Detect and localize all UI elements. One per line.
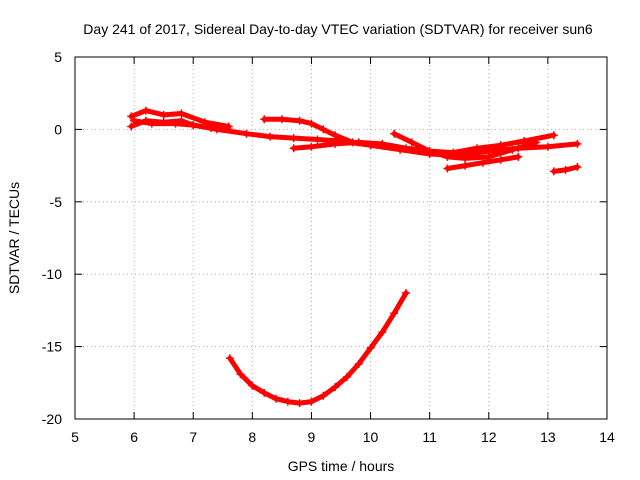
data-point	[260, 115, 269, 124]
x-tick-label: 12	[481, 429, 497, 445]
data-point	[425, 147, 434, 156]
data-point	[127, 112, 136, 121]
data-point	[573, 139, 582, 148]
plot-frame	[74, 56, 608, 420]
data-point	[236, 370, 245, 379]
data-point	[378, 328, 387, 337]
tick-labels: 5 6 7 8 9 10 11 12 13 14 -20 -15 -10 -5 0 5	[42, 49, 615, 445]
data-point	[277, 115, 286, 124]
data-point	[177, 109, 186, 118]
data-point	[378, 139, 387, 148]
data-point	[461, 154, 470, 163]
y-tick-label: -15	[42, 339, 62, 355]
data-point	[354, 360, 363, 368]
data-point	[543, 142, 552, 151]
y-axis-label: SDTVAR / TECUs	[6, 182, 22, 294]
data-point	[283, 397, 292, 406]
series-track-2	[127, 106, 233, 131]
x-axis-label: GPS time / hours	[288, 458, 395, 474]
data-point	[549, 131, 558, 140]
data-point	[561, 165, 570, 174]
data-point	[225, 354, 234, 363]
data-point	[147, 119, 156, 128]
data-point	[549, 167, 558, 176]
data-point	[171, 119, 180, 128]
y-tick-label: 0	[54, 121, 62, 137]
data-point	[266, 132, 275, 141]
y-tick-label: -5	[50, 194, 63, 210]
data-point	[390, 129, 399, 138]
data-point	[141, 106, 150, 115]
data-point	[295, 399, 304, 408]
data-point	[260, 388, 269, 397]
data-point	[443, 152, 452, 161]
data-point	[508, 145, 517, 154]
data-point	[319, 125, 328, 134]
data-point	[289, 134, 298, 143]
data-point	[402, 144, 410, 153]
series-track-9	[225, 289, 410, 408]
data-point	[189, 121, 198, 130]
data-point	[307, 142, 316, 151]
data-point	[402, 289, 410, 297]
data-point	[514, 152, 523, 161]
data-point	[478, 158, 487, 167]
data-point	[331, 383, 340, 392]
data-point	[248, 381, 257, 390]
data-point	[496, 155, 505, 164]
data-point	[272, 394, 280, 403]
data-point	[461, 161, 470, 170]
data-point	[443, 164, 452, 173]
x-tick-label: 7	[189, 429, 197, 445]
chart-title: Day 241 of 2017, Sidereal Day-to-day VTE…	[83, 21, 593, 37]
data-point	[473, 144, 481, 153]
data-point	[307, 119, 316, 128]
data-point	[159, 110, 168, 119]
data-point	[354, 138, 363, 147]
data-point	[130, 116, 139, 125]
data-point	[331, 131, 340, 140]
data-point	[313, 135, 322, 144]
data-point	[127, 122, 136, 131]
series-track-7	[443, 152, 523, 173]
data-points	[127, 106, 582, 408]
data-point	[289, 144, 298, 153]
y-tick-label: -10	[42, 266, 62, 282]
x-tick-label: 8	[248, 429, 256, 445]
x-tick-label: 10	[363, 429, 379, 445]
series-track-5	[289, 131, 558, 157]
series-track-3	[130, 116, 582, 160]
data-point	[212, 125, 221, 134]
series-line	[227, 290, 409, 406]
data-point	[295, 116, 304, 125]
data-point	[342, 373, 351, 381]
data-point	[496, 141, 505, 150]
data-point	[573, 163, 582, 171]
data-point	[331, 139, 340, 148]
data-point	[366, 344, 375, 352]
y-tick-label: 5	[54, 49, 62, 65]
data-point	[307, 397, 316, 406]
series-track-8	[549, 163, 582, 176]
x-tick-label: 6	[130, 429, 138, 445]
x-tick-label: 11	[422, 429, 437, 445]
data-point	[319, 391, 328, 400]
x-tick-label: 5	[71, 429, 79, 445]
y-tick-label: -20	[42, 411, 62, 427]
series-line	[391, 131, 539, 161]
data-point	[532, 138, 541, 147]
data-point	[407, 138, 416, 147]
x-tick-label: 13	[540, 429, 556, 445]
x-tick-label: 9	[308, 429, 316, 445]
data-point	[390, 309, 399, 318]
data-point	[242, 129, 251, 138]
x-tick-label: 14	[599, 429, 615, 445]
